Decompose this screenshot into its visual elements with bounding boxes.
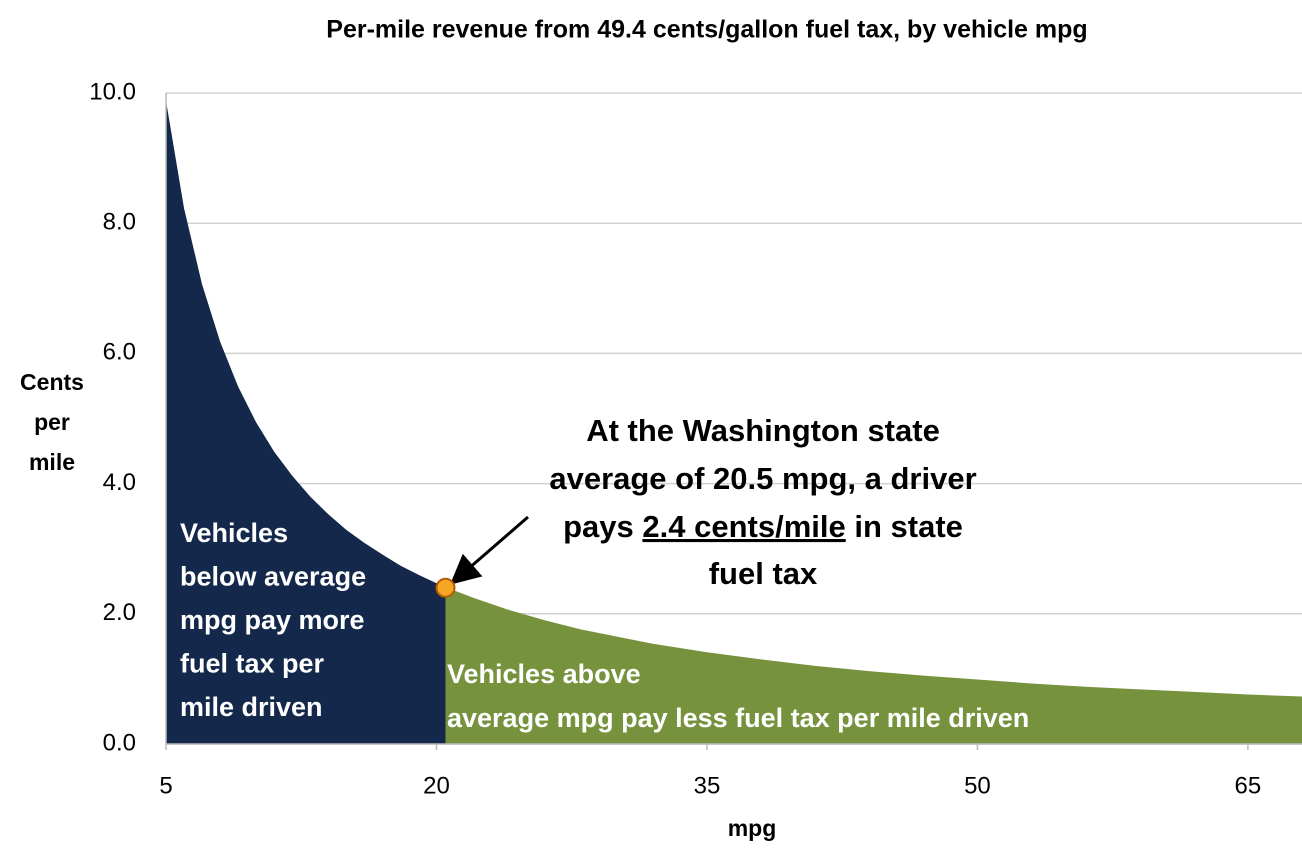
annotations: At the Washington state average of 20.5 …	[180, 413, 1029, 733]
area-label: average mpg pay less fuel tax per mile d…	[447, 703, 1029, 733]
annotation-text: At the Washington state	[586, 413, 940, 448]
x-tick-label: 5	[159, 772, 172, 799]
area	[166, 100, 446, 744]
y-tick-label: 4.0	[103, 469, 136, 496]
annotation-emphasis: 2.4 cents/mile	[642, 509, 845, 544]
y-axis-label: Cents	[20, 369, 84, 395]
y-axis-label: per	[34, 409, 70, 435]
area-label: fuel tax per	[180, 649, 325, 679]
plot-area: 0.0 2.0 4.0 6.0 8.0 10.0 5 20 35 50 65	[89, 78, 1302, 799]
x-tick-label: 20	[423, 772, 450, 799]
y-tick-label: 10.0	[89, 78, 136, 105]
x-tick-label: 65	[1235, 772, 1262, 799]
area-label: mpg pay more	[180, 605, 365, 635]
y-axis-label: mile	[29, 449, 75, 475]
annotation-arrow	[449, 515, 529, 585]
area-label: Vehicles above	[447, 659, 641, 689]
y-tick-label: 2.0	[103, 599, 136, 626]
area	[445, 587, 1302, 744]
annotation-text: pays	[563, 509, 642, 544]
annotation-text: fuel tax	[709, 556, 818, 591]
highlight-point	[435, 577, 456, 598]
y-tick-label: 6.0	[103, 339, 136, 366]
area-label: mile driven	[180, 692, 323, 722]
annotation-text: in state	[846, 509, 963, 544]
annotation-text: average of 20.5 mpg, a driver	[549, 461, 976, 496]
x-tick-label: 50	[964, 772, 991, 799]
annotation-text: pays 2.4 cents/mile in state	[563, 509, 963, 544]
x-tick-label: 35	[694, 772, 721, 799]
chart-title: Per-mile revenue from 49.4 cents/gallon …	[326, 16, 1087, 44]
y-tick-label: 8.0	[103, 209, 136, 236]
area-label: Vehicles	[180, 518, 288, 548]
y-tick-label: 0.0	[103, 729, 136, 756]
area-label: below average	[180, 562, 366, 592]
x-axis-label: mpg	[728, 815, 777, 841]
